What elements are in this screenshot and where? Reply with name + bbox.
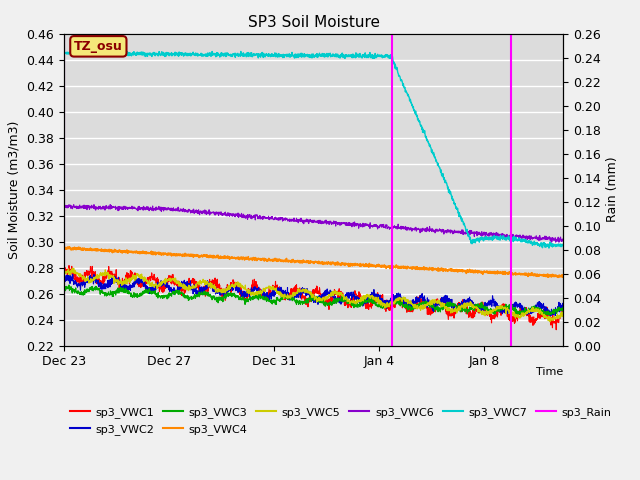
Text: Time: Time [536, 368, 563, 377]
Title: SP3 Soil Moisture: SP3 Soil Moisture [248, 15, 380, 30]
Y-axis label: Rain (mm): Rain (mm) [607, 157, 620, 222]
Legend: sp3_VWC1, sp3_VWC2, sp3_VWC3, sp3_VWC4, sp3_VWC5, sp3_VWC6, sp3_VWC7, sp3_Rain: sp3_VWC1, sp3_VWC2, sp3_VWC3, sp3_VWC4, … [70, 408, 611, 435]
Y-axis label: Soil Moisture (m3/m3): Soil Moisture (m3/m3) [8, 120, 21, 259]
Text: TZ_osu: TZ_osu [74, 40, 123, 53]
